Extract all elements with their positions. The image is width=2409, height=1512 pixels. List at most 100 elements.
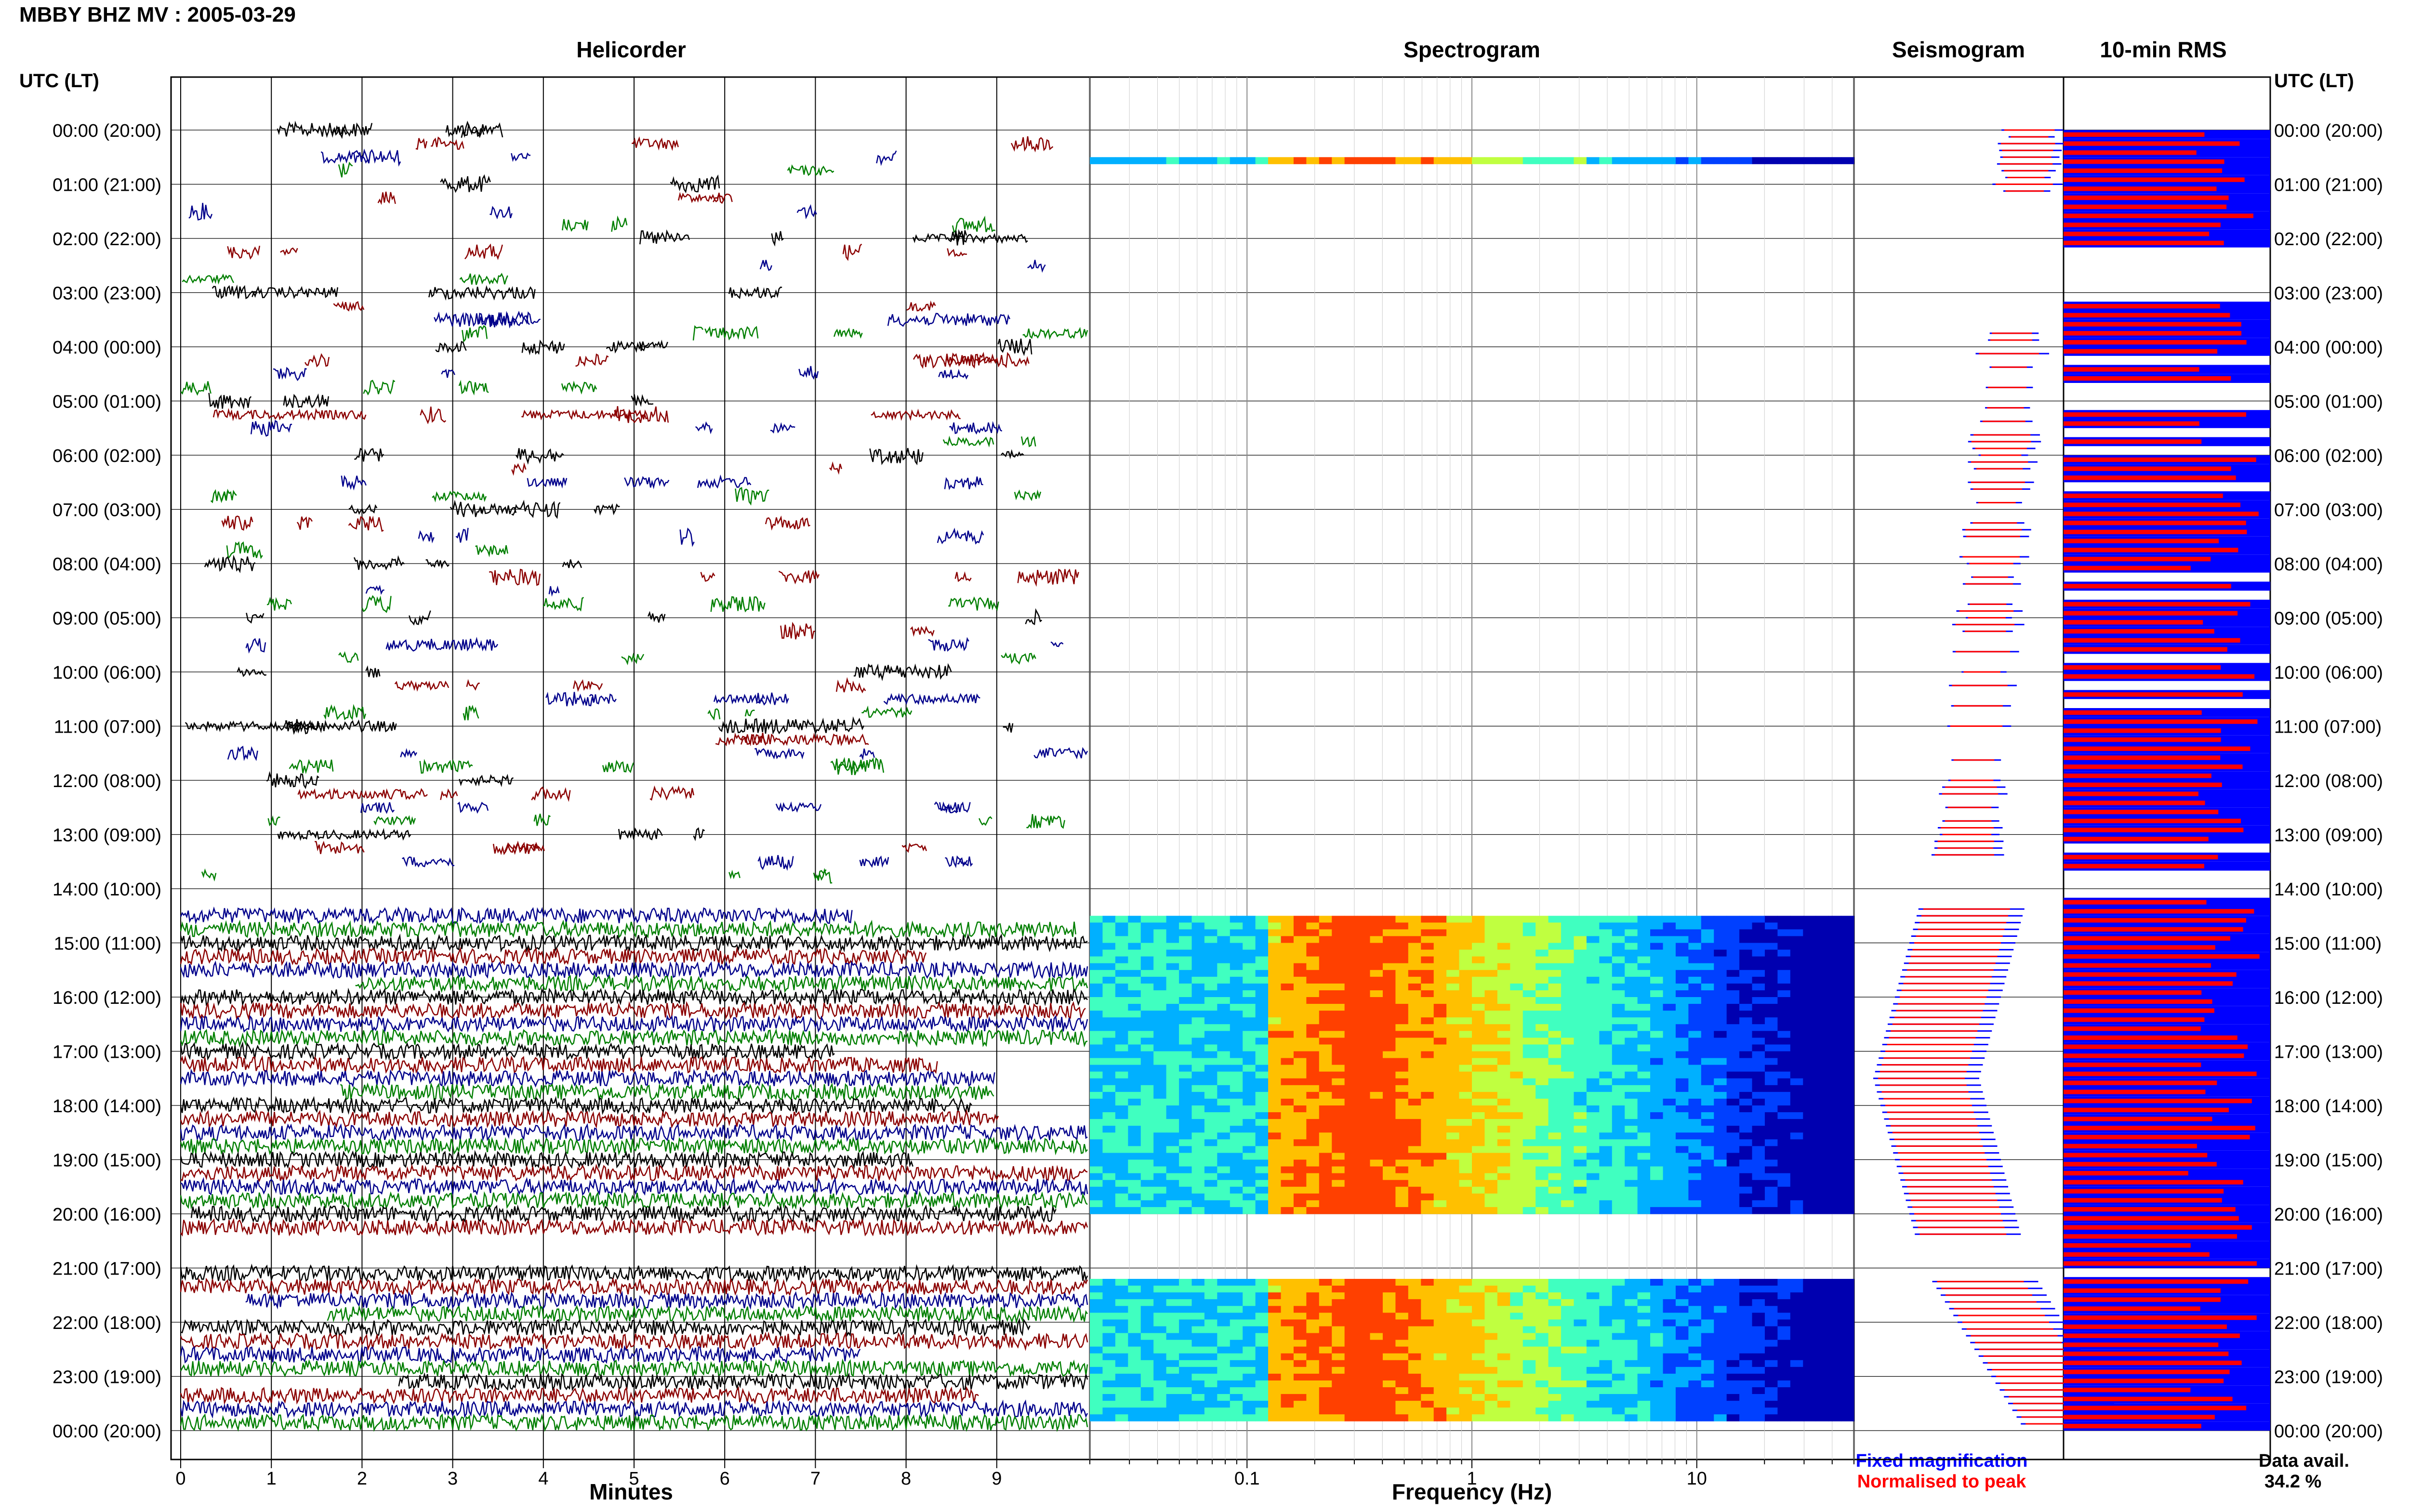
spectrogram-cell [1102, 1401, 1116, 1408]
spectrogram-cell [1204, 1299, 1218, 1306]
spectrogram-cell [1344, 1414, 1358, 1421]
spectrogram-cell [1217, 1038, 1231, 1045]
spectrogram-cell [1166, 963, 1179, 971]
spectrogram-cell [1268, 1407, 1281, 1415]
spectrogram-cell [1433, 1044, 1447, 1052]
spectrogram-cell [1612, 970, 1625, 977]
spectrogram-cell [1128, 1085, 1141, 1092]
spectrogram-cell [1803, 1380, 1816, 1388]
spectrogram-cell [1140, 929, 1154, 936]
spectrogram-cell [1370, 1380, 1383, 1388]
spectrogram-cell [1561, 1313, 1574, 1320]
spectrogram-cell [1128, 949, 1141, 957]
spectrogram-cell [1688, 1112, 1702, 1119]
spectrogram-cell [1790, 1380, 1803, 1388]
spectrogram-cell [1764, 1119, 1778, 1126]
spectrogram-cell [1433, 1085, 1447, 1092]
spectrogram-cell [1650, 1051, 1663, 1059]
spectrogram-cell [1675, 956, 1689, 964]
spectrogram-cell [1293, 983, 1307, 991]
spectrogram-cell [1446, 1373, 1460, 1381]
spectrogram-cell [1115, 1132, 1128, 1140]
spectrogram-cell [1701, 1004, 1714, 1011]
spectrogram-cell [1446, 1319, 1460, 1327]
spectrogram-cell [1675, 1091, 1689, 1099]
spectrogram-cell [1421, 1299, 1434, 1306]
spectrogram-cell [1484, 1065, 1498, 1072]
y-tick-label-left: 02:00 (22:00) [53, 229, 161, 250]
spectrogram-cell [1243, 1166, 1256, 1174]
spectrogram-cell [1714, 1105, 1727, 1113]
spectrogram-cell [1612, 976, 1625, 984]
figure-title: MBBY BHZ MV : 2005-03-29 [19, 3, 296, 26]
spectrogram-cell [1102, 1126, 1116, 1133]
helicorder-trace [180, 1122, 1088, 1143]
spectrogram-cell [1815, 1207, 1829, 1214]
spectrogram-cell [1764, 1373, 1778, 1381]
spectrogram-cell [1472, 1024, 1485, 1031]
spectrogram-cell [1561, 1017, 1574, 1025]
helicorder-trace [180, 1190, 1088, 1210]
spectrogram-cell [1395, 1360, 1409, 1367]
spectrogram-cell [1752, 1394, 1765, 1401]
spectrogram-cell [1625, 1299, 1638, 1306]
spectrogram-cell [1625, 1017, 1638, 1025]
spectrogram-cell [1650, 1180, 1663, 1187]
spectrogram-cell [1357, 936, 1371, 943]
spectrogram-cell [1828, 1126, 1842, 1133]
spectrogram-cell [1688, 1387, 1702, 1394]
spectrogram-cell [1612, 949, 1625, 957]
spectrogram-cell [1459, 1132, 1472, 1140]
helicorder-trace [212, 284, 257, 300]
helicorder-trace [934, 801, 971, 814]
spectrogram-cell [1726, 1200, 1740, 1208]
spectrogram-cell [1777, 1004, 1791, 1011]
spectrogram-cell [1484, 1319, 1498, 1327]
spectrogram-cell [1497, 1024, 1510, 1031]
spectrogram-cell [1815, 1340, 1829, 1347]
spectrogram-cell [1090, 997, 1103, 1004]
spectrogram-cell [1714, 1139, 1727, 1146]
spectrogram-cell [1625, 1058, 1638, 1065]
spectrogram-cell [1281, 1340, 1294, 1347]
spectrogram-cell [1701, 1353, 1714, 1361]
spectrogram-cell [1561, 1360, 1574, 1367]
spectrogram-cell [1281, 1286, 1294, 1293]
spectrogram-cell [1828, 1017, 1842, 1025]
spectrogram-cell [1663, 1146, 1676, 1153]
spectrogram-cell [1319, 956, 1332, 964]
spectrogram-cell [1319, 963, 1332, 971]
spectrogram-cell [1522, 1038, 1536, 1045]
spectrogram-cell [1281, 1146, 1294, 1153]
spectrogram-cell [1637, 949, 1651, 957]
spectrogram-cell [1204, 949, 1218, 957]
spectrogram-cell [1561, 1058, 1574, 1065]
spectrogram-cell [1637, 922, 1651, 930]
spectrogram-cell [1268, 990, 1281, 998]
spectrogram-cell [1204, 1166, 1218, 1174]
spectrogram-cell [1204, 1286, 1218, 1293]
spectrogram-cell [1726, 956, 1740, 964]
spectrogram-cell [1128, 1186, 1141, 1194]
spectrogram-cell [1179, 1024, 1192, 1031]
spectrogram-cell [1612, 1360, 1625, 1367]
spectrogram-cell [1726, 1319, 1740, 1327]
spectrogram-cell [1179, 1326, 1192, 1333]
spectrogram-cell [1764, 1299, 1778, 1306]
spectrogram-cell [1459, 1299, 1472, 1306]
spectrogram-cell [1102, 943, 1116, 950]
spectrogram-cell [1739, 990, 1753, 998]
spectrogram-cell [1815, 1098, 1829, 1106]
spectrogram-cell [1306, 1126, 1320, 1133]
spectrogram-cell [1370, 1292, 1383, 1300]
spectrogram-cell [1433, 1319, 1447, 1327]
helicorder-trace [419, 759, 473, 774]
spectrogram-cell [1102, 1038, 1116, 1045]
spectrogram-cell [1115, 1119, 1128, 1126]
spectrogram-cell [1255, 1279, 1269, 1286]
spectrogram-cell [1370, 1085, 1383, 1092]
spectrogram-cell [1459, 1105, 1472, 1113]
spectrogram-cell [1433, 1011, 1447, 1018]
spectrogram-cell [1281, 936, 1294, 943]
spectrogram-cell [1663, 1126, 1676, 1133]
